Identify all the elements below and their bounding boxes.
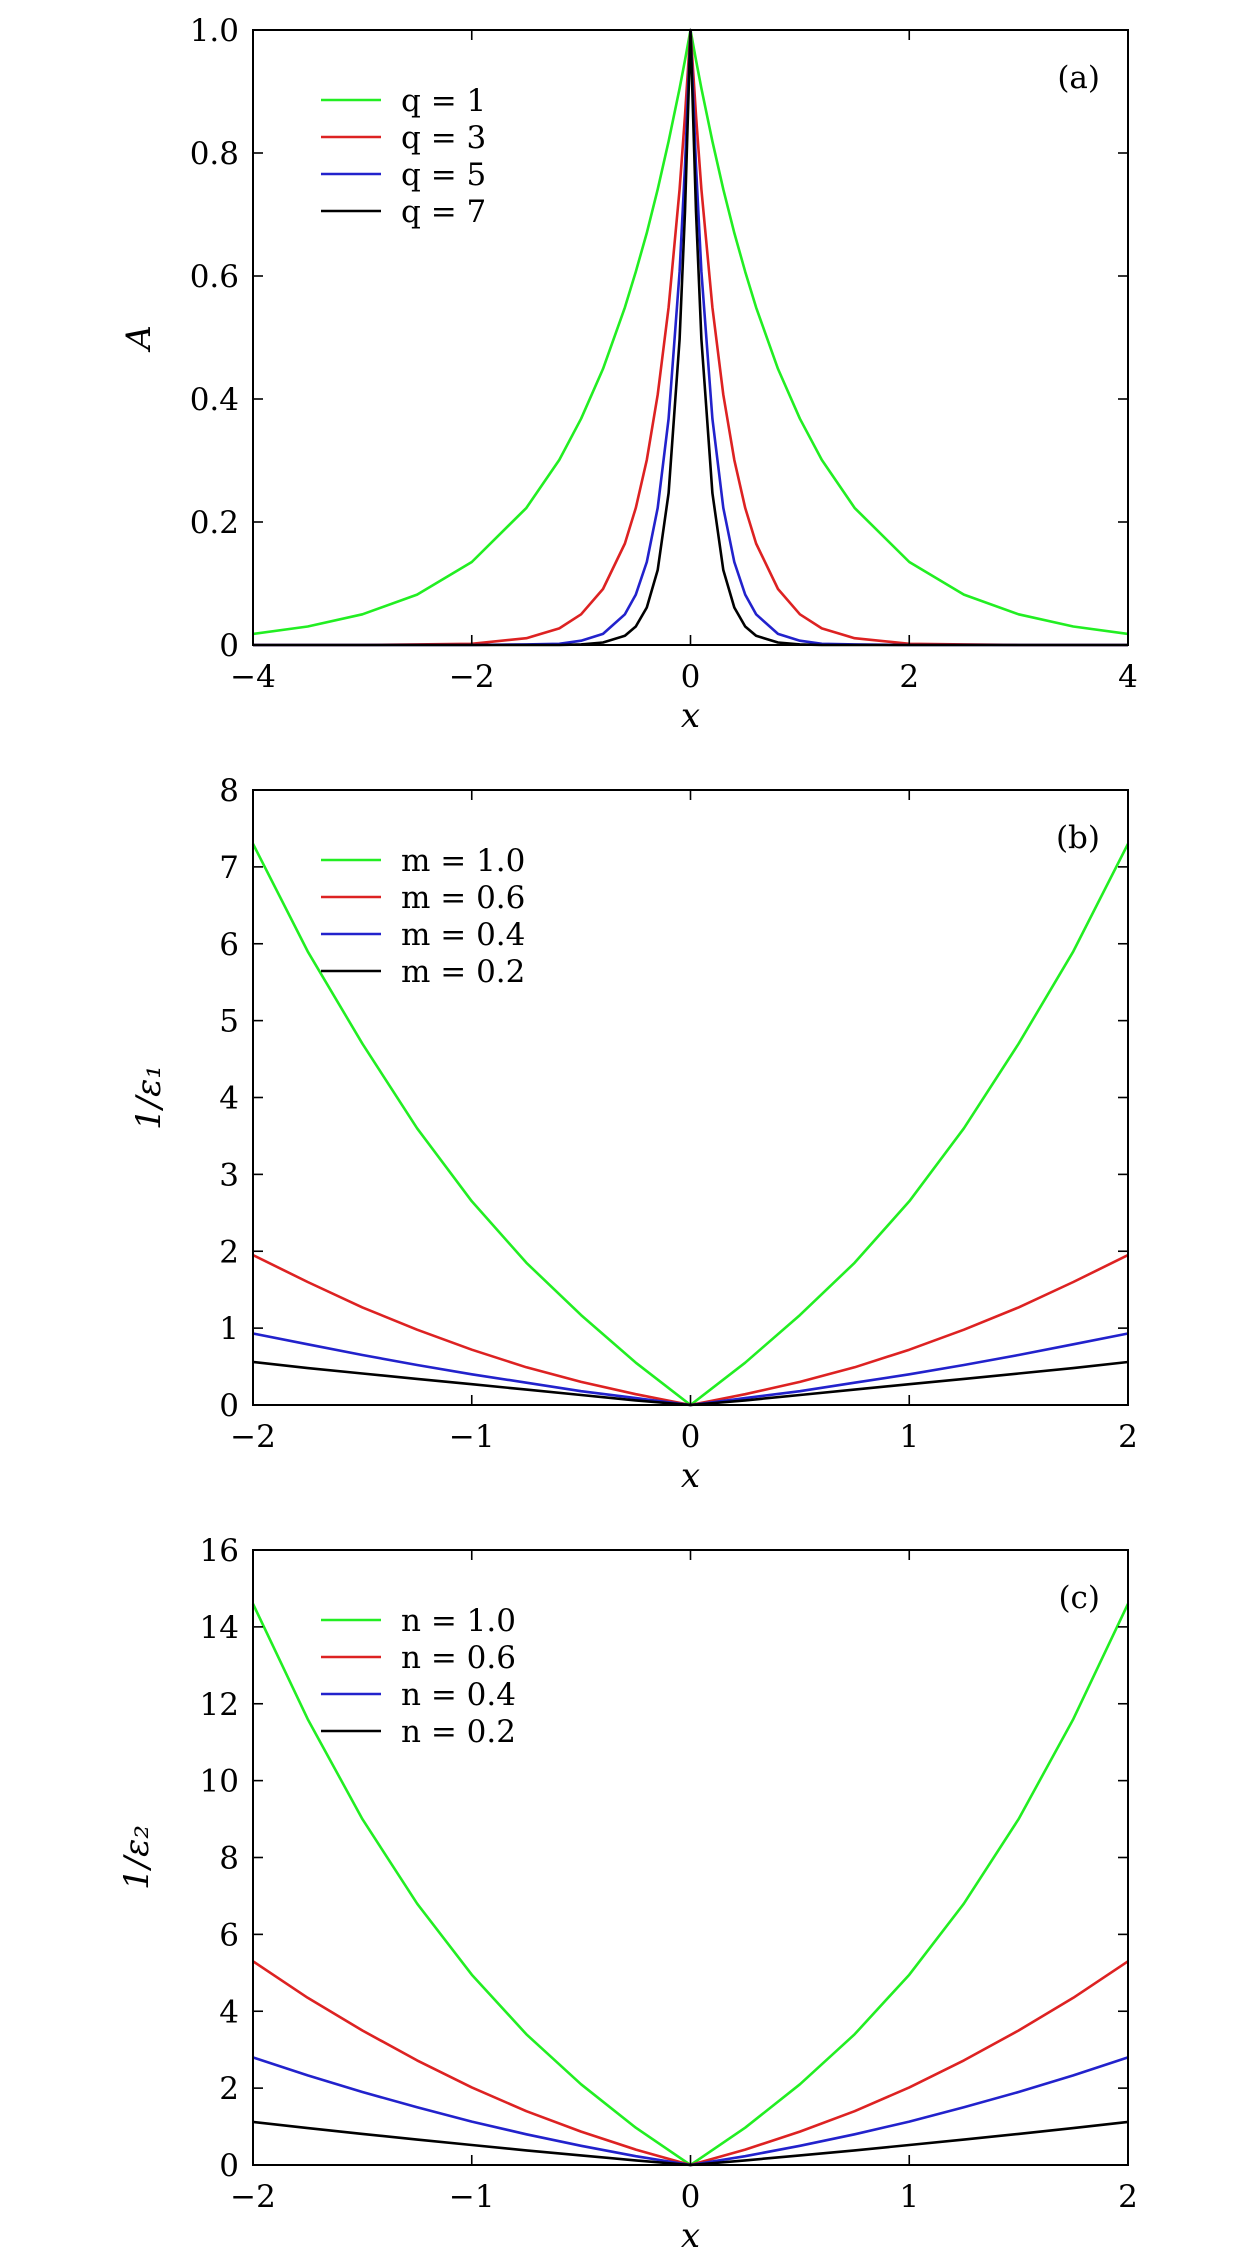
y-tick-label: 7 — [219, 850, 239, 886]
panel-label: (a) — [1057, 60, 1100, 96]
x-tick-label: 0 — [681, 659, 701, 695]
y-tick-label: 10 — [200, 1764, 239, 1800]
y-tick-label: 0.2 — [190, 505, 239, 541]
x-tick-label: −4 — [230, 659, 276, 695]
legend: n = 1.0n = 0.6n = 0.4n = 0.2 — [321, 1603, 516, 1750]
y-tick-label: 6 — [219, 927, 239, 963]
legend-label: q = 3 — [401, 120, 486, 156]
y-tick-label: 2 — [219, 1234, 239, 1270]
x-tick-label: −2 — [230, 1419, 276, 1455]
series-line-1 — [251, 1603, 1130, 2167]
plot-frame — [252, 29, 1129, 646]
legend-label: q = 7 — [401, 194, 486, 230]
legend-label: n = 0.2 — [401, 1714, 516, 1750]
legend-label: q = 5 — [401, 157, 486, 193]
y-tick-label: 6 — [219, 1917, 239, 1953]
y-tick-label: 14 — [200, 1610, 239, 1646]
x-axis-label: x — [681, 696, 700, 736]
y-tick-label: 2 — [219, 2071, 239, 2107]
legend-label: q = 1 — [401, 83, 486, 119]
series-line-2 — [252, 1960, 1129, 2167]
panel-label: (c) — [1058, 1580, 1100, 1616]
x-tick-label: 2 — [1118, 2179, 1138, 2215]
x-tick-label: 2 — [899, 659, 919, 695]
y-tick-label: 1 — [219, 1311, 239, 1347]
legend-label: n = 0.6 — [401, 1640, 516, 1676]
y-axis-label: 1/ε₁ — [129, 1065, 169, 1130]
y-tick-label: 3 — [219, 1157, 239, 1193]
y-tick-label: 4 — [219, 1081, 239, 1117]
x-axis-label: x — [681, 1456, 700, 1496]
legend-label: n = 1.0 — [401, 1603, 516, 1639]
legend: q = 1q = 3q = 5q = 7 — [321, 83, 486, 230]
y-tick-label: 1.0 — [190, 13, 239, 49]
y-tick-label: 0.8 — [190, 136, 239, 172]
y-tick-label: 5 — [219, 1004, 239, 1040]
legend-label: m = 0.6 — [401, 880, 525, 916]
y-axis-label: 1/ε₂ — [117, 1825, 157, 1890]
y-tick-label: 4 — [219, 1994, 239, 2030]
x-tick-label: 4 — [1118, 659, 1138, 695]
y-tick-label: 0.4 — [190, 382, 239, 418]
x-axis-label: x — [681, 2216, 700, 2256]
x-tick-label: −1 — [449, 2179, 495, 2215]
y-tick-label: 16 — [200, 1533, 239, 1569]
x-tick-label: −1 — [449, 1419, 495, 1455]
series-line-3 — [252, 2056, 1129, 2167]
y-tick-label: 0 — [219, 628, 239, 664]
series-line-2 — [252, 1253, 1129, 1407]
y-tick-label: 0 — [219, 2148, 239, 2184]
series-line-1 — [251, 843, 1130, 1407]
y-tick-label: 8 — [219, 773, 239, 809]
legend: m = 1.0m = 0.6m = 0.4m = 0.2 — [321, 843, 525, 990]
x-tick-label: −2 — [449, 659, 495, 695]
y-axis-label: A — [119, 325, 159, 353]
y-tick-label: 0.6 — [190, 259, 239, 295]
plot-frame — [252, 789, 1129, 1406]
plot-frame — [252, 1549, 1129, 2166]
y-tick-label: 12 — [200, 1687, 239, 1723]
series-line-3 — [252, 1332, 1129, 1407]
series-line-2 — [253, 28, 1128, 647]
x-tick-label: 2 — [1118, 1419, 1138, 1455]
panel-label: (b) — [1056, 820, 1100, 856]
x-tick-label: 1 — [899, 1419, 919, 1455]
series-line-3 — [253, 28, 1128, 647]
x-tick-label: −2 — [230, 2179, 276, 2215]
y-tick-label: 8 — [219, 1841, 239, 1877]
legend-label: m = 0.4 — [401, 917, 525, 953]
legend-label: n = 0.4 — [401, 1677, 516, 1713]
series-line-4 — [253, 28, 1128, 647]
x-tick-label: 0 — [681, 1419, 701, 1455]
series-line-1 — [252, 28, 1129, 636]
legend-label: m = 0.2 — [401, 954, 525, 990]
y-tick-label: 0 — [219, 1388, 239, 1424]
legend-label: m = 1.0 — [401, 843, 525, 879]
panel-1: −4 −2 0 2 400.20.40.60.81.0xA(a)q = 1q = 3q … — [119, 13, 1138, 736]
x-tick-label: 0 — [681, 2179, 701, 2215]
x-tick-label: 1 — [899, 2179, 919, 2215]
